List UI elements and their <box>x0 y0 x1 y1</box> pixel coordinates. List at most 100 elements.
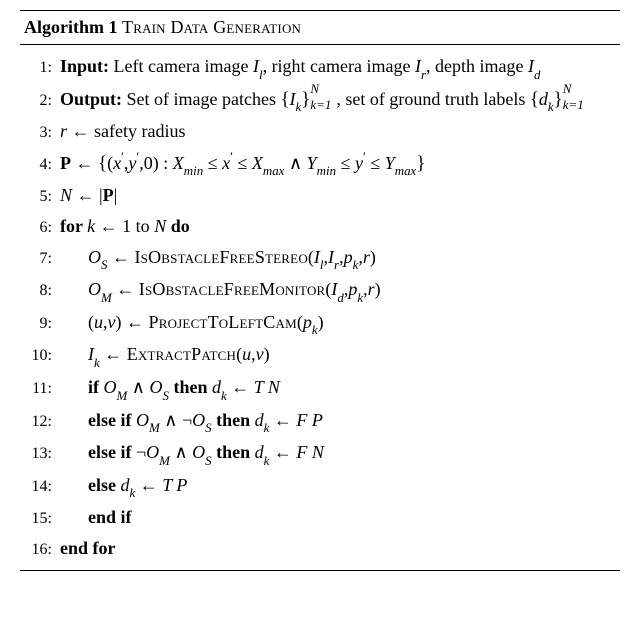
algorithm-line: 16:end for <box>20 533 620 564</box>
text-run: { <box>280 89 289 110</box>
line-content: for k ← 1 to N do <box>60 211 620 242</box>
algorithm-line: 12:else if OM ∧ ¬OS then dk ← F P <box>20 405 620 438</box>
text-run: k <box>94 355 100 370</box>
line-number: 8: <box>20 277 60 304</box>
text-run: if <box>88 377 104 397</box>
text-run: ∧ <box>284 153 306 173</box>
text-run: ≤ <box>203 153 222 173</box>
text-run: r <box>60 121 67 141</box>
algorithm-line: 5:N ← |P| <box>20 180 620 211</box>
text-run: k <box>548 99 554 114</box>
text-run: I <box>290 89 296 109</box>
line-number: 13: <box>20 440 60 467</box>
text-run: d <box>534 67 540 82</box>
line-content: Input: Left camera image Il, right camer… <box>60 51 620 84</box>
line-number: 10: <box>20 342 60 369</box>
text-run: O <box>88 247 101 267</box>
text-run: v <box>256 344 264 364</box>
text-run: then <box>216 442 250 462</box>
algorithm-line: 1:Input: Left camera image Il, right cam… <box>20 51 620 84</box>
text-run: k <box>264 453 270 468</box>
text-run: max <box>395 163 417 178</box>
text-run: S <box>205 453 211 468</box>
algorithm-line: 6:for k ← 1 to N do <box>20 211 620 242</box>
line-content: else dk ← T P <box>60 470 620 503</box>
text-run: d <box>255 410 264 430</box>
text-run: O <box>104 377 117 397</box>
text-run: Y <box>385 153 395 173</box>
line-number: 5: <box>20 183 60 210</box>
text-run: max <box>263 163 285 178</box>
text-run: ) <box>375 279 381 299</box>
text-run: O <box>149 377 162 397</box>
text-run: ← <box>112 279 139 299</box>
text-run: ∧ <box>127 377 149 397</box>
text-run: u <box>94 312 103 332</box>
text-run: N <box>154 216 166 236</box>
text-run: d <box>255 442 264 462</box>
text-run: ¬ <box>136 442 146 462</box>
algorithm-line: 14:else dk ← T P <box>20 470 620 503</box>
text-run: k <box>353 257 359 272</box>
line-content: P ← {(x′,y′,0) : Xmin ≤ x′ ≤ Xmax ∧ Ymin… <box>60 147 620 181</box>
text-run: x <box>113 153 121 173</box>
line-number: 4: <box>20 151 60 178</box>
text-run: min <box>184 163 203 178</box>
text-run: ≤ <box>366 153 385 173</box>
text-run: l <box>320 257 324 272</box>
text-run: d <box>337 290 343 305</box>
text-run: for <box>60 216 87 236</box>
line-number: 12: <box>20 408 60 435</box>
subsup: Nk=1 <box>563 87 589 105</box>
text-run: O <box>192 442 205 462</box>
text-run: N <box>60 185 72 205</box>
text-run: Output: <box>60 89 127 109</box>
text-run: ← <box>227 377 254 397</box>
text-run: min <box>317 163 336 178</box>
text-run: M <box>159 453 170 468</box>
text-run: Set of image patches <box>127 89 281 109</box>
algorithm-block: Algorithm 1 Train Data Generation 1:Inpu… <box>20 10 620 571</box>
text-run: X <box>173 153 184 173</box>
text-run: { <box>530 89 539 110</box>
text-run: , set of ground truth labels <box>336 89 529 109</box>
text-run: M <box>117 388 128 403</box>
line-content: if OM ∧ OS then dk ← T N <box>60 372 620 405</box>
text-run: x <box>222 153 230 173</box>
text-run: ← <box>269 442 296 462</box>
text-run: then <box>216 410 250 430</box>
algorithm-line: 3:r ← safety radius <box>20 116 620 147</box>
text-run: v <box>108 312 116 332</box>
line-number: 1: <box>20 54 60 81</box>
text-run: , depth image <box>426 56 528 76</box>
text-run: Input: <box>60 56 114 76</box>
subsup: Nk=1 <box>310 87 336 105</box>
text-run: k <box>296 99 302 114</box>
text-run: ) <box>264 344 270 364</box>
text-run: ← <box>100 344 127 364</box>
line-number: 11: <box>20 375 60 402</box>
text-run: : <box>159 153 173 173</box>
text-run: ∧ ¬ <box>160 410 192 430</box>
text-run: ProjectToLeftCam <box>149 312 297 332</box>
text-run: p <box>303 312 312 332</box>
text-run: r <box>368 279 375 299</box>
text-run: ← <box>71 153 98 173</box>
line-number: 15: <box>20 505 60 532</box>
text-run: ) <box>370 247 376 267</box>
line-number: 14: <box>20 473 60 500</box>
text-run: y <box>355 153 363 173</box>
text-run: end if <box>88 507 132 527</box>
line-number: 9: <box>20 310 60 337</box>
text-run: l <box>259 67 263 82</box>
algorithm-number: Algorithm 1 <box>24 17 118 37</box>
text-run: else if <box>88 442 136 462</box>
text-run: r <box>363 247 370 267</box>
line-content: end if <box>60 502 620 533</box>
algorithm-line: 8:OM ← IsObstacleFreeMonitor(Id,pk,r) <box>20 274 620 307</box>
text-run: ← <box>269 410 296 430</box>
text-run: O <box>136 410 149 430</box>
line-content: OS ← IsObstacleFreeStereo(Il,Ir,pk,r) <box>60 242 620 275</box>
text-run: S <box>162 388 168 403</box>
text-run: S <box>101 257 107 272</box>
